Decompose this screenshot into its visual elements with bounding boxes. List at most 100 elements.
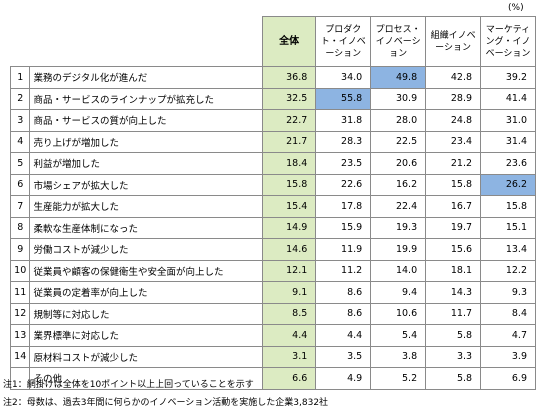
cell-value: 6.9 [480,367,536,390]
column-header-product: プロダクト・イノベーション [315,16,372,67]
cell-total: 12.1 [261,259,317,282]
cell-value: 23.5 [315,152,372,175]
cell-value: 41.4 [480,87,536,110]
cell-total: 15.4 [261,195,317,218]
row-number: 2 [9,87,31,110]
cell-value: 11.7 [425,302,482,325]
table-row: 10 従業員や顧客の保健衛生や安全面が向上した 12.1 11.2 14.0 18.1 12… [9,259,536,282]
cell-total: 9.1 [261,281,317,304]
cell-value: 4.4 [315,324,372,347]
row-number: 7 [9,195,31,218]
column-header-marketing: マーケティング・イノベーション [480,16,536,67]
cell-value: 5.8 [425,324,482,347]
cell-total: 8.5 [261,302,317,325]
cell-value: 31.4 [480,130,536,153]
column-header-total: 全体 [261,16,317,67]
cell-value: 12.2 [480,259,536,282]
cell-value: 23.6 [480,152,536,175]
cell-total: 14.9 [261,216,317,239]
table-row: 11 従業員の定着率が向上した 9.1 8.6 9.4 14.3 9.3 [9,281,536,304]
cell-value: 26.2 [480,173,536,196]
cell-value: 24.8 [425,109,482,132]
cell-total: 3.1 [261,345,317,368]
cell-total: 18.4 [261,152,317,175]
row-number: 11 [9,281,31,304]
cell-value: 3.3 [425,345,482,368]
header-blank-cell [30,17,263,67]
row-label: 業界標準に対応した [29,324,263,347]
table-row: 8 柔軟な生産体制になった 14.9 15.9 19.3 19.7 15.1 [9,216,536,239]
row-number: 6 [9,173,31,196]
cell-value: 5.8 [425,367,482,390]
cell-value: 8.6 [315,281,372,304]
cell-value: 4.9 [315,367,372,390]
results-table: 全体 プロダクト・イノベーション プロセス・イノベーション 組織イノベーション … [9,16,536,390]
cell-value: 22.5 [370,130,427,153]
cell-total: 4.4 [261,324,317,347]
table-header-row: 全体 プロダクト・イノベーション プロセス・イノベーション 組織イノベーション … [11,16,536,67]
cell-total: 6.6 [261,367,317,390]
row-number: 14 [9,345,31,368]
row-label: 売り上げが増加した [29,130,263,153]
note-1: 注1：網掛けは全体を10ポイント以上上回っていることを示す [3,380,254,390]
note-2: 注2：母数は、過去3年間に何らかのイノベーション活動を実施した企業3,832社 [3,398,329,408]
row-label: 従業員や顧客の保健衛生や安全面が向上した [29,259,263,282]
cell-value: 34.0 [315,66,372,89]
cell-total: 22.7 [261,109,317,132]
table-row: 2 商品・サービスのラインナップが拡充した 32.5 55.8 30.9 28.9 41.4 [9,87,536,110]
row-number: 5 [9,152,31,175]
row-label: 商品・サービスの質が向上した [29,109,263,132]
cell-value: 19.7 [425,216,482,239]
cell-value: 10.6 [370,302,427,325]
cell-value: 22.6 [315,173,372,196]
cell-value: 31.8 [315,109,372,132]
cell-total: 21.7 [261,130,317,153]
unit-label: (%) [508,3,524,13]
cell-value: 20.6 [370,152,427,175]
row-number: 12 [9,302,31,325]
row-label: 商品・サービスのラインナップが拡充した [29,87,263,110]
table-row: その他 6.6 4.9 5.2 5.8 6.9 [9,367,536,390]
table-row: 7 生産能力が拡大した 15.4 17.8 22.4 16.7 15.8 [9,195,536,218]
cell-value: 19.9 [370,238,427,261]
cell-value: 14.0 [370,259,427,282]
cell-value: 15.1 [480,216,536,239]
row-number: 4 [9,130,31,153]
table-row: 3 商品・サービスの質が向上した 22.7 31.8 28.0 24.8 31.0 [9,109,536,132]
cell-value: 5.4 [370,324,427,347]
cell-value: 18.1 [425,259,482,282]
row-number: 9 [9,238,31,261]
cell-value: 9.4 [370,281,427,304]
cell-value: 3.8 [370,345,427,368]
row-number: 1 [9,66,31,89]
cell-value: 31.0 [480,109,536,132]
cell-value: 11.9 [315,238,372,261]
cell-value: 21.2 [425,152,482,175]
cell-value: 28.0 [370,109,427,132]
table-row: 13 業界標準に対応した 4.4 4.4 5.4 5.8 4.7 [9,324,536,347]
row-label: 柔軟な生産体制になった [29,216,263,239]
cell-value: 28.9 [425,87,482,110]
cell-value: 15.8 [480,195,536,218]
cell-value: 3.9 [480,345,536,368]
header-blank-cell [11,17,30,67]
notes: 注1：網掛けは全体を10ポイント以上上回っていることを示す 注2：母数は、過去3… [3,376,328,412]
column-header-organization: 組織イノベーション [425,16,482,67]
cell-value: 14.3 [425,281,482,304]
row-label: 原材料コストが減少した [29,345,263,368]
row-label: 従業員の定着率が向上した [29,281,263,304]
row-label: 利益が増加した [29,152,263,175]
cell-value: 5.2 [370,367,427,390]
cell-value: 49.8 [370,66,427,89]
table-row: 5 利益が増加した 18.4 23.5 20.6 21.2 23.6 [9,152,536,175]
cell-value: 16.7 [425,195,482,218]
cell-total: 32.5 [261,87,317,110]
cell-value: 13.4 [480,238,536,261]
table-row: 9 労働コストが減少した 14.6 11.9 19.9 15.6 13.4 [9,238,536,261]
cell-total: 14.6 [261,238,317,261]
cell-value: 15.8 [425,173,482,196]
cell-value: 30.9 [370,87,427,110]
cell-value: 9.3 [480,281,536,304]
cell-total: 15.8 [261,173,317,196]
row-number [9,367,31,390]
